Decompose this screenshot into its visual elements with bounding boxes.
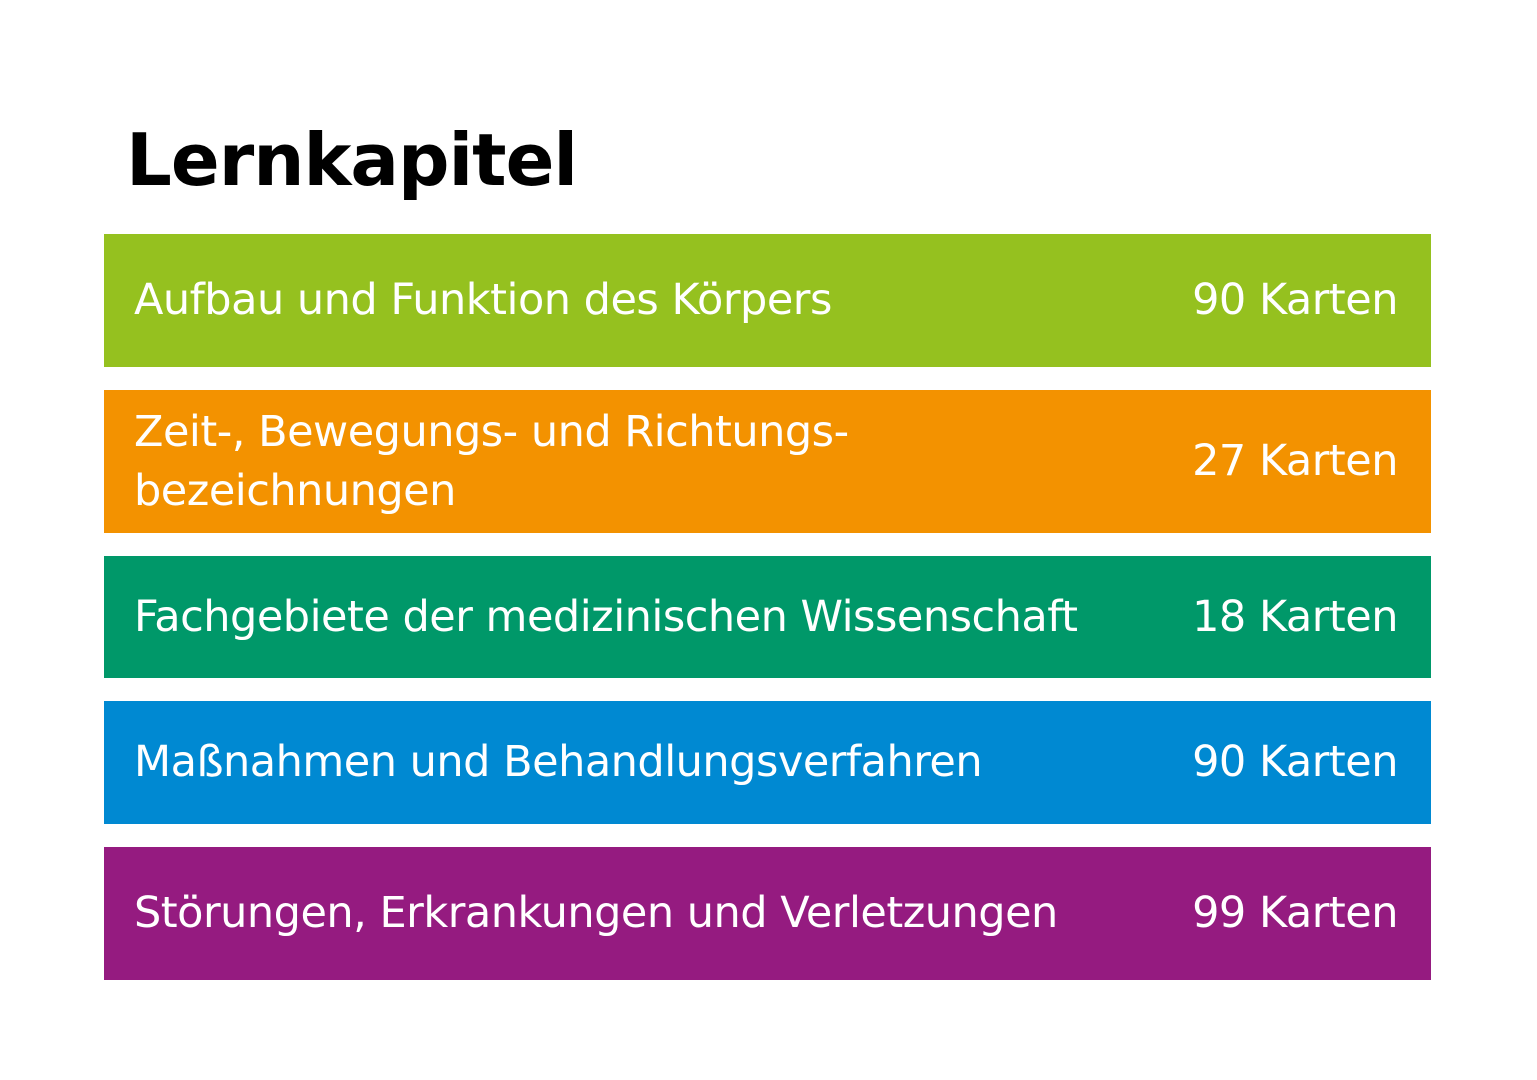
chapter-item-massnahmen[interactable]: Maßnahmen und Behandlungsverfahren 90 Ka…: [104, 701, 1431, 824]
chapter-item-aufbau-und-funktion[interactable]: Aufbau und Funktion des Körpers 90 Karte…: [104, 234, 1431, 367]
chapter-item-fachgebiete[interactable]: Fachgebiete der medizinischen Wissenscha…: [104, 556, 1431, 678]
chapter-title: Aufbau und Funktion des Körpers: [134, 271, 832, 330]
chapter-title-line: Maßnahmen und Behandlungsverfahren: [134, 737, 983, 787]
page-title: Lernkapitel: [126, 118, 578, 202]
chapter-title-line: Fachgebiete der medizinischen Wissenscha…: [134, 591, 1078, 642]
chapter-card-count: 99 Karten: [1192, 888, 1398, 938]
chapter-item-stoerungen[interactable]: Störungen, Erkrankungen und Verletzungen…: [104, 847, 1431, 980]
chapter-title-line: Aufbau und Funktion des Körpers: [134, 275, 832, 325]
chapter-title: Maßnahmen und Behandlungsverfahren: [134, 733, 983, 792]
chapter-card-count: 27 Karten: [1192, 436, 1398, 486]
chapter-card-count: 90 Karten: [1192, 737, 1398, 787]
chapter-item-zeit-bewegungs-richtungsbezeichnungen[interactable]: Zeit-, Bewegungs- und Richtungs- bezeich…: [104, 390, 1431, 533]
chapter-title-line: Störungen, Erkrankungen und Verletzungen: [134, 888, 1058, 938]
chapter-title: Fachgebiete der medizinischen Wissenscha…: [134, 588, 1078, 647]
chapter-title: Störungen, Erkrankungen und Verletzungen: [134, 884, 1058, 943]
chapter-title: Zeit-, Bewegungs- und Richtungs- bezeich…: [134, 403, 849, 521]
chapter-title-line: Zeit-, Bewegungs- und Richtungs-: [134, 406, 849, 457]
chapter-card-count: 18 Karten: [1192, 591, 1398, 642]
chapter-title-line: bezeichnungen: [134, 465, 456, 516]
chapter-card-count: 90 Karten: [1192, 275, 1398, 325]
